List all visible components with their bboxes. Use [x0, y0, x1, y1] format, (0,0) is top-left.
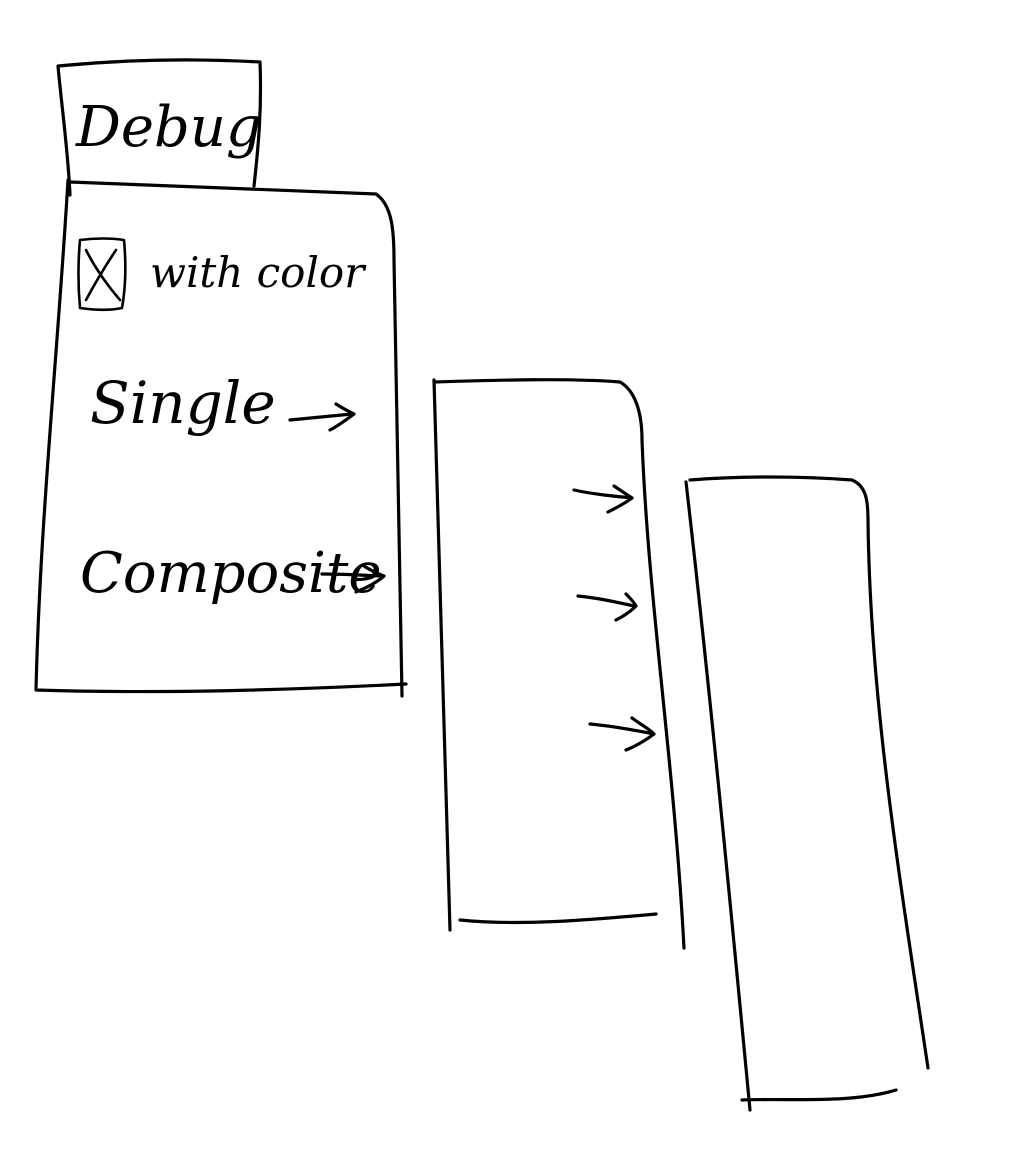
submenu-panel-2: [684, 475, 930, 1112]
menu-item-single[interactable]: Single: [90, 369, 276, 437]
submenu-panel-1: [432, 378, 686, 950]
debug-tab-label[interactable]: Debug: [76, 95, 262, 160]
checkbox-x-mark: [84, 248, 122, 302]
single-arrow-icon: [288, 402, 356, 432]
with-color-label: with color: [150, 248, 365, 297]
submenu-1-arrow-icon-3[interactable]: [588, 716, 656, 752]
with-color-checkbox[interactable]: [77, 237, 127, 312]
composite-arrow-icon: [320, 564, 386, 594]
submenu-1-arrow-icon-2[interactable]: [576, 592, 638, 622]
debug-menu-panel: [34, 178, 408, 698]
submenu-1-arrow-icon-1[interactable]: [572, 484, 634, 514]
menu-item-composite[interactable]: Composite: [80, 541, 382, 606]
debug-tab[interactable]: [56, 58, 263, 197]
